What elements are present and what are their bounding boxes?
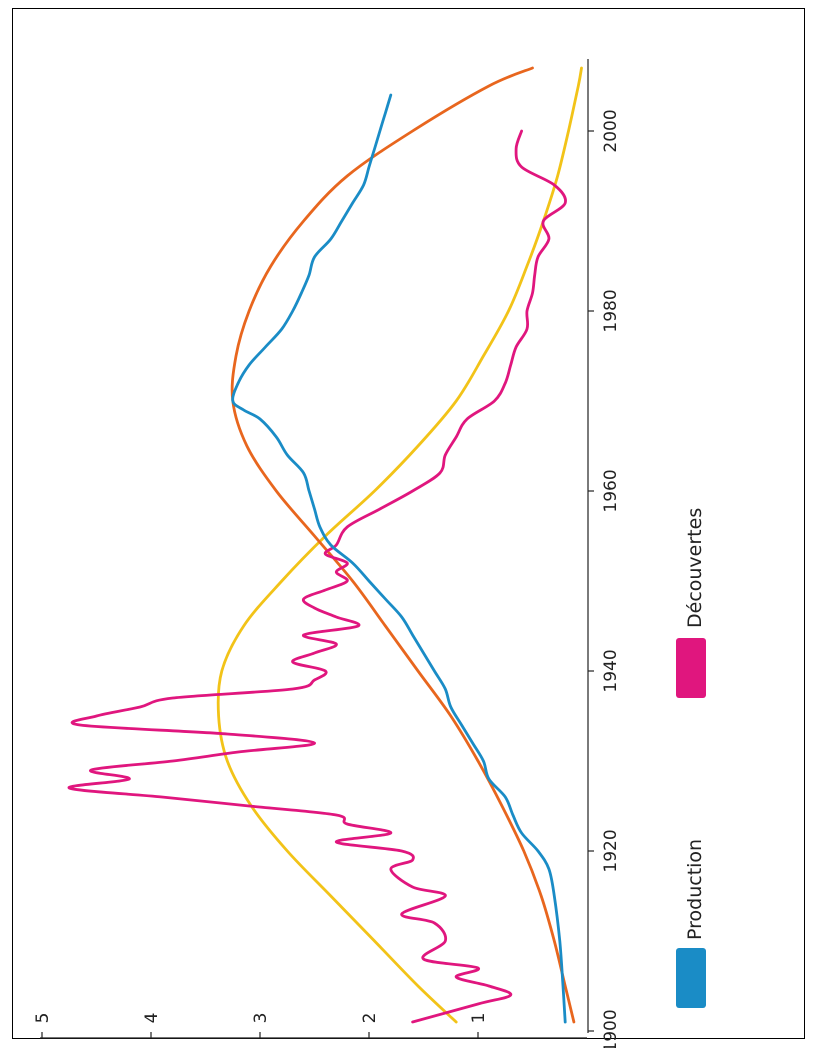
- year-tick-label-1920: 1920: [601, 829, 621, 872]
- year-tick-label-1960: 1960: [601, 469, 621, 512]
- value-tick-label-4: 4: [142, 1013, 162, 1024]
- value-tick-label-5: 5: [33, 1013, 53, 1024]
- series-production: [231, 93, 567, 1024]
- legend-label-decouvertes: Découvertes: [684, 508, 706, 628]
- year-tick-label-2000: 2000: [601, 109, 621, 152]
- series-decouvertes: [67, 129, 567, 1024]
- legend-swatch-production: [676, 948, 706, 1008]
- value-tick-label-2: 2: [360, 1013, 380, 1024]
- value-tick-label-3: 3: [251, 1013, 271, 1024]
- year-tick-label-1980: 1980: [601, 289, 621, 332]
- legend-label-production: Production: [684, 839, 706, 940]
- legend-swatch-decouvertes: [676, 638, 706, 698]
- series-layer: [67, 66, 583, 1024]
- year-tick-label-1900: 1900: [601, 1009, 621, 1048]
- axes: 1900 1920 1940 1960 1980 2000 1 2 3 4 5: [33, 59, 621, 1048]
- value-tick-label-1: 1: [469, 1013, 489, 1024]
- series-trend-production: [230, 66, 576, 1024]
- legend: Production Découvertes: [676, 508, 706, 1008]
- year-tick-label-1940: 1940: [601, 649, 621, 692]
